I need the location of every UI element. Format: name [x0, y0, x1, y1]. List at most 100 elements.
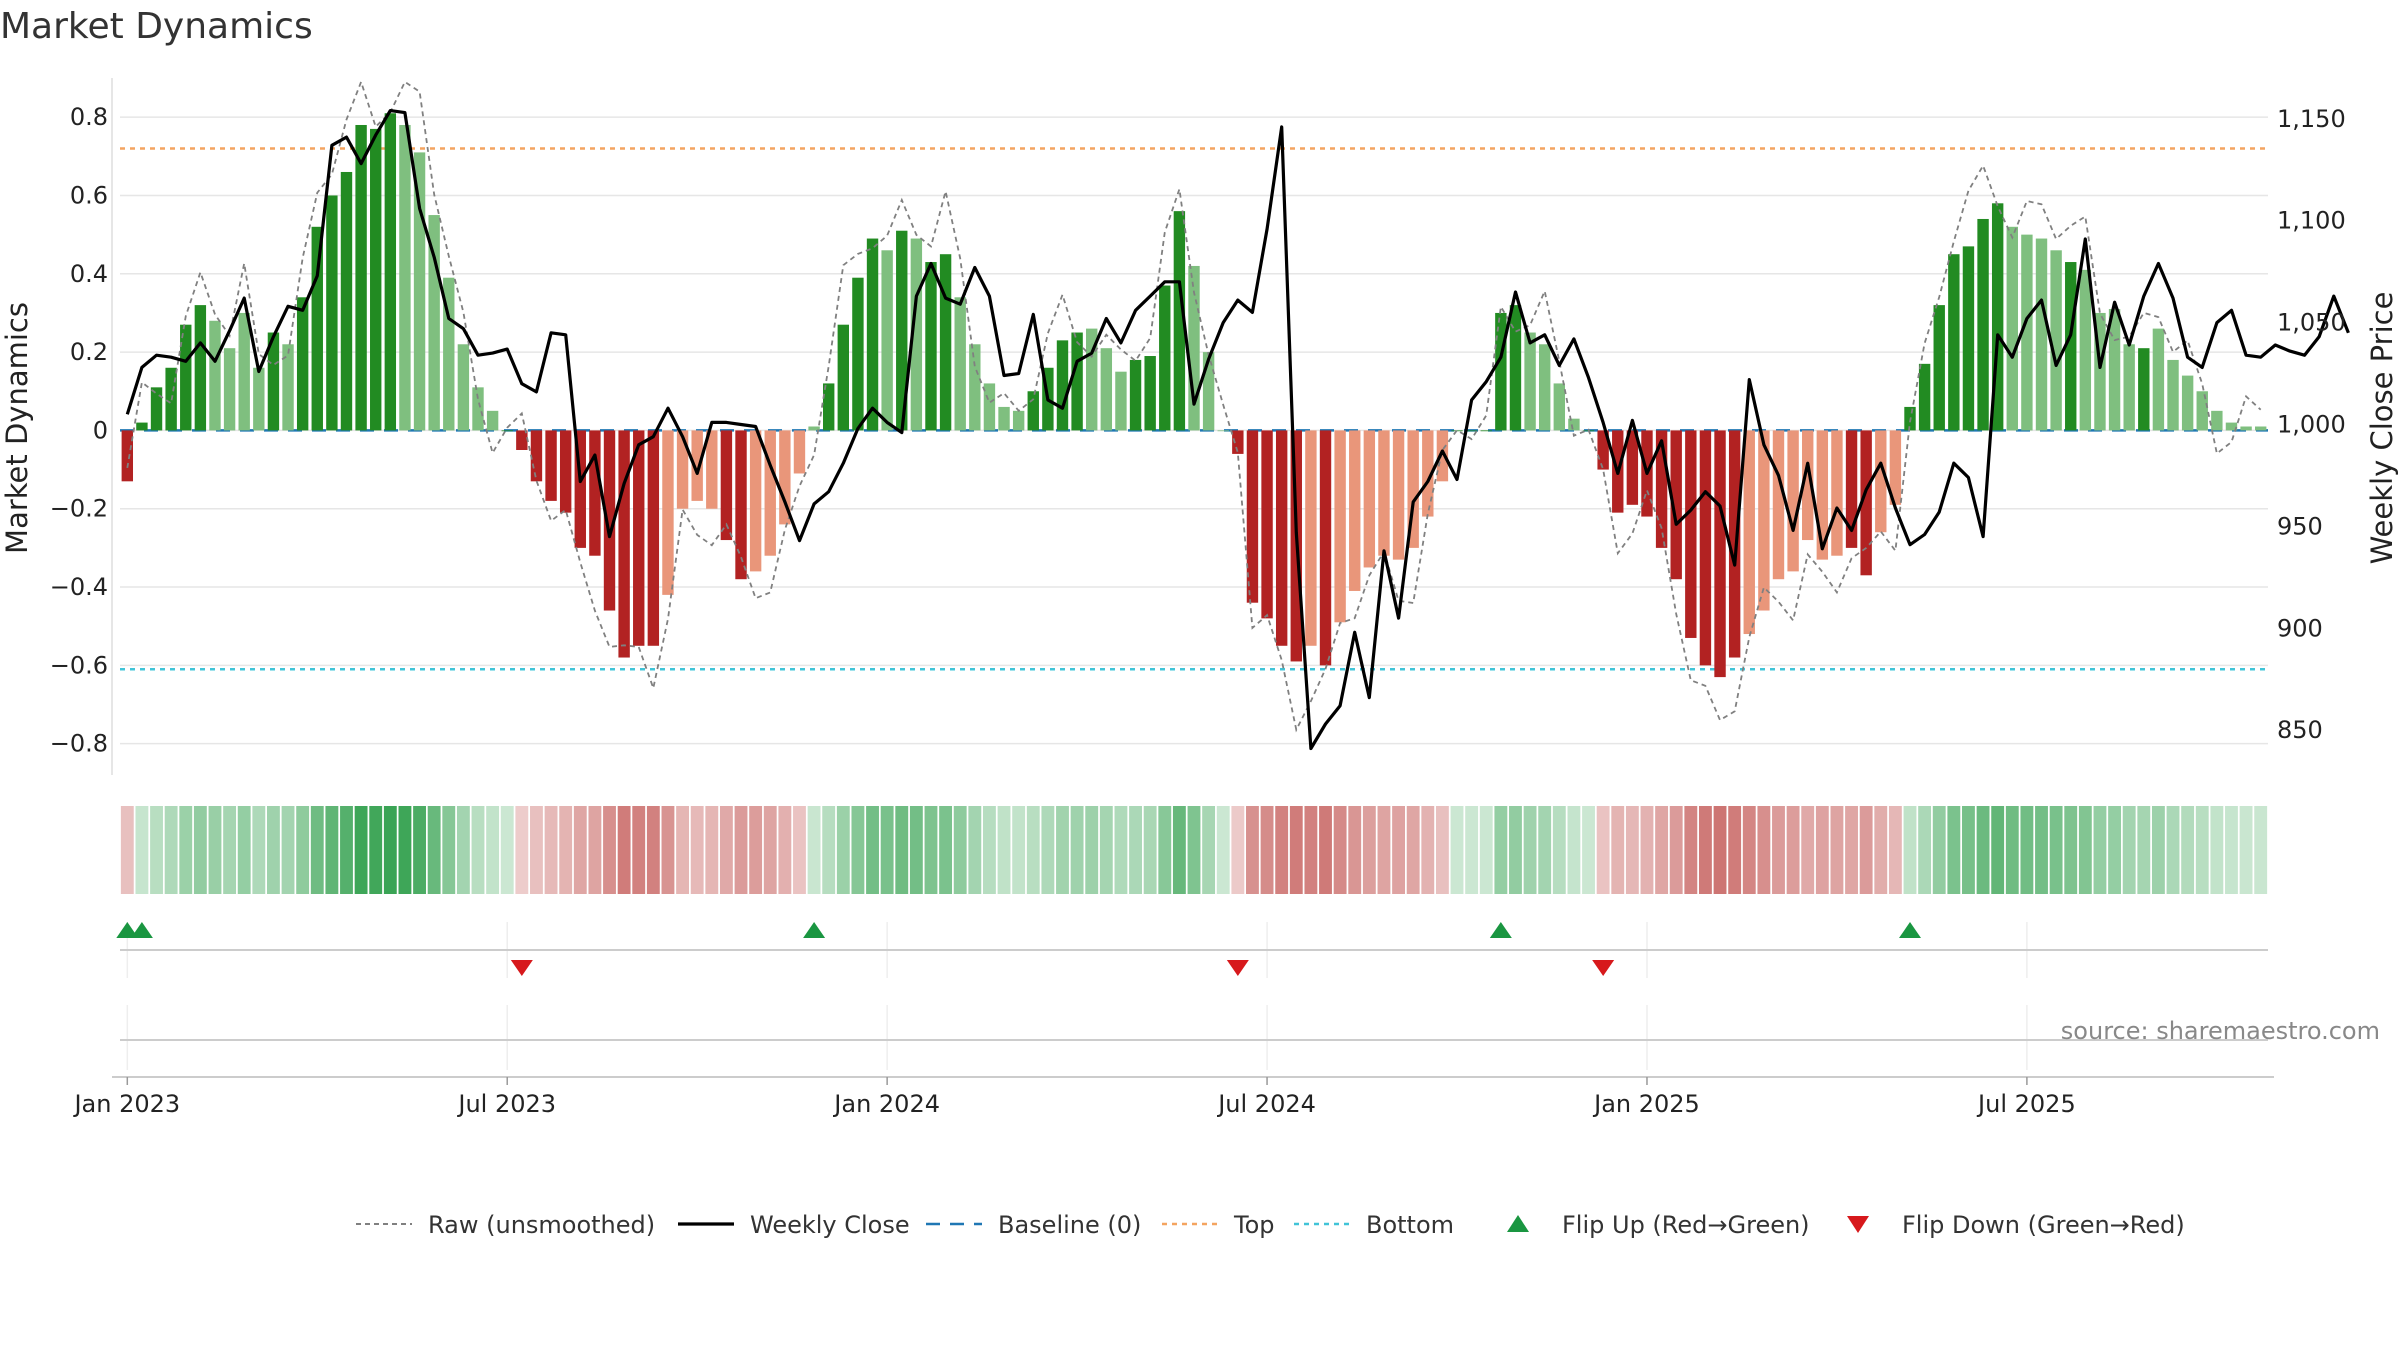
dynamics-bar — [1699, 430, 1712, 666]
regime-cell — [208, 806, 222, 894]
dynamics-bar — [1027, 391, 1039, 431]
dynamics-bar — [296, 297, 309, 431]
regime-cell — [1479, 806, 1493, 894]
regime-cell — [1406, 806, 1420, 894]
regime-cell — [2166, 806, 2180, 894]
dynamics-bar — [2138, 348, 2150, 431]
regime-cell — [1845, 806, 1858, 894]
regime-cell — [310, 806, 324, 894]
dynamics-bar — [1728, 430, 1741, 658]
dynamics-bar — [2035, 238, 2048, 431]
regime-cell — [778, 806, 792, 894]
dynamics-bar — [1100, 348, 1113, 431]
dynamics-bar — [326, 195, 338, 431]
regime-cell — [120, 806, 134, 894]
dynamics-bar — [1115, 371, 1127, 431]
dynamics-bar — [1407, 430, 1419, 548]
dynamics-bar — [1129, 359, 1142, 431]
regime-cell — [266, 806, 280, 894]
right-tick-label: 900 — [2277, 614, 2323, 642]
dynamics-bar — [121, 430, 134, 482]
dynamics-bar — [559, 430, 572, 513]
regime-cell — [1099, 806, 1113, 894]
dynamics-bar — [2050, 250, 2062, 431]
legend-label: Bottom — [1366, 1211, 1454, 1239]
regime-cell — [719, 806, 733, 894]
dynamics-bar — [501, 430, 513, 432]
dynamics-bar — [633, 430, 645, 646]
dynamics-bar — [1392, 430, 1405, 560]
regime-cell — [530, 806, 543, 894]
regime-cell — [632, 806, 646, 894]
dynamics-bar — [1918, 363, 1931, 431]
left-tick-label: 0.8 — [70, 103, 108, 131]
regime-cell — [573, 806, 587, 894]
left-tick-label: 0.2 — [70, 338, 108, 366]
regime-cell — [851, 806, 865, 894]
right-tick-label: 1,150 — [2277, 105, 2346, 133]
dynamics-bar — [1378, 430, 1390, 556]
regime-cell — [413, 806, 426, 894]
regime-cell — [822, 806, 836, 894]
dynamics-bar — [1670, 430, 1682, 580]
dynamics-bar — [2079, 269, 2092, 431]
flip-down-marker — [1226, 960, 1249, 976]
regime-cell — [1830, 806, 1844, 894]
legend-label: Baseline (0) — [998, 1211, 1141, 1239]
dynamics-bar — [413, 152, 426, 431]
regime-cell — [793, 806, 806, 894]
dynamics-bar — [150, 387, 163, 431]
regime-cell — [836, 806, 850, 894]
regime-cell — [880, 806, 894, 894]
dynamics-bar — [822, 383, 835, 431]
regime-cell — [1377, 806, 1391, 894]
left-tick-label: −0.4 — [50, 573, 108, 601]
x-tick-label: Jan 2024 — [832, 1090, 940, 1118]
regime-cell — [1187, 806, 1201, 894]
regime-cell — [2093, 806, 2107, 894]
dynamics-bar — [925, 262, 937, 431]
regime-cell — [1801, 806, 1815, 894]
dynamics-bar — [954, 297, 966, 431]
regime-cell — [1596, 806, 1610, 894]
dynamics-bar — [1787, 430, 1799, 572]
regime-cell — [383, 806, 397, 894]
regime-cell — [1172, 806, 1186, 894]
dynamics-bar — [1962, 246, 1975, 431]
dynamics-bar — [1714, 430, 1726, 678]
regime-cell — [2108, 806, 2122, 894]
legend-label: Weekly Close — [750, 1211, 910, 1239]
dynamics-bar — [1538, 344, 1551, 431]
flip-up-marker — [803, 922, 826, 938]
regime-cell — [1815, 806, 1829, 894]
left-axis-label: Market Dynamics — [0, 302, 34, 554]
regime-cell — [1567, 806, 1581, 894]
regime-cell — [690, 806, 704, 894]
regime-cell — [939, 806, 953, 894]
regime-cell — [2195, 806, 2209, 894]
dynamics-bar — [1202, 352, 1215, 431]
regime-cell — [1742, 806, 1756, 894]
dynamics-bar — [1772, 430, 1785, 580]
regime-cell — [749, 806, 763, 894]
x-tick-label: Jul 2025 — [1976, 1090, 2076, 1118]
right-axis: 1,150 1,100 1,050 1,000 950 900 850 — [2277, 105, 2346, 744]
dynamics-bar — [1217, 430, 1229, 432]
regime-cell — [1275, 806, 1289, 894]
regime-cell — [924, 806, 938, 894]
dynamics-bar — [779, 430, 791, 525]
regime-cell — [953, 806, 967, 894]
dynamics-bar — [1553, 383, 1566, 431]
dynamics-bar — [1743, 430, 1755, 635]
regime-cell — [1333, 806, 1347, 894]
dynamics-bar — [1012, 410, 1025, 431]
dynamics-bar — [311, 226, 323, 431]
dynamics-bar — [603, 430, 616, 611]
regime-cell — [661, 806, 675, 894]
flip-up-marker — [1489, 922, 1512, 938]
regime-cell — [1289, 806, 1303, 894]
regime-cell — [1202, 806, 1216, 894]
flip-up-marker — [116, 922, 139, 938]
legend-label: Flip Up (Red→Green) — [1562, 1211, 1810, 1239]
